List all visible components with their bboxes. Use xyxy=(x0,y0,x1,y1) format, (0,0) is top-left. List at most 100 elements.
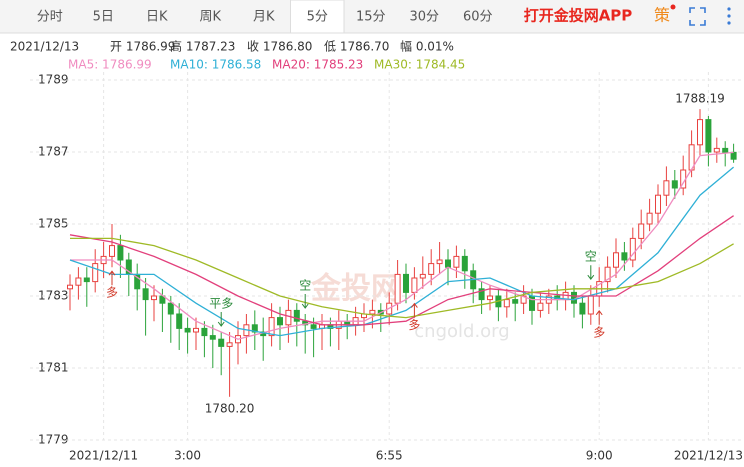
signal-arrow xyxy=(587,265,595,281)
candle-body xyxy=(277,317,283,326)
ma-line xyxy=(70,237,734,319)
tab[interactable]: 分时 xyxy=(37,10,63,25)
candle-body xyxy=(655,194,661,214)
candle-body xyxy=(293,309,300,322)
candle-body xyxy=(705,119,712,153)
candle-body xyxy=(512,299,519,304)
candle-body xyxy=(151,295,157,301)
candle-body xyxy=(83,277,90,283)
signal-label: 空 xyxy=(299,279,311,293)
y-tick-label: 1787 xyxy=(38,145,69,159)
signal-label: 多 xyxy=(106,286,118,300)
candle-body xyxy=(638,223,645,239)
candle-body xyxy=(209,335,216,340)
y-tick-label: 1785 xyxy=(38,217,69,231)
candle-body xyxy=(629,237,636,261)
y-tick-label: 1789 xyxy=(38,73,69,87)
info-open: 开 1786.99 xyxy=(110,40,175,54)
candle-body xyxy=(646,212,653,225)
candle-body xyxy=(310,324,317,329)
tab[interactable]: 5分 xyxy=(307,10,328,25)
tab[interactable]: 周K xyxy=(199,10,221,25)
candle-body xyxy=(226,342,233,347)
candle-body xyxy=(713,147,720,153)
ma-line xyxy=(70,151,734,340)
candle-body xyxy=(117,245,124,261)
candle-body xyxy=(520,295,527,304)
candle-body xyxy=(75,277,82,286)
candle-body xyxy=(453,255,460,268)
menu-icon[interactable] xyxy=(727,7,731,25)
tab[interactable]: 月K xyxy=(253,10,275,25)
candle-body xyxy=(92,263,99,283)
signal-arrow xyxy=(301,294,309,309)
tab-bar xyxy=(0,0,744,33)
candle-body xyxy=(529,295,535,311)
legend-entry: MA20: 1785.23 xyxy=(272,58,363,72)
candle-body xyxy=(411,277,418,293)
candle-body xyxy=(461,255,468,272)
signal-arrow xyxy=(108,270,116,286)
info-range: 幅 0.01% xyxy=(400,39,454,54)
candle-body xyxy=(428,263,435,275)
legend-entry: MA5: 1786.99 xyxy=(68,58,152,72)
x-tick-label: 3:00 xyxy=(174,449,201,463)
signal-label: 多 xyxy=(408,318,420,332)
ma-line xyxy=(69,166,735,337)
candle-body xyxy=(142,288,149,301)
annotation: 1780.20 xyxy=(205,401,255,415)
candle-body xyxy=(109,245,115,257)
y-tick-label: 1781 xyxy=(38,361,69,375)
y-tick-label: 1783 xyxy=(38,289,69,303)
tab[interactable]: 30分 xyxy=(409,10,439,25)
x-tick-label: 6:55 xyxy=(376,449,403,463)
candle-body xyxy=(579,302,586,315)
candle-body xyxy=(176,313,183,329)
candle-body xyxy=(167,302,174,315)
tab[interactable]: 15分 xyxy=(356,10,386,25)
signal-arrow xyxy=(217,312,225,327)
ma-line xyxy=(69,215,734,326)
tab[interactable]: 60分 xyxy=(463,10,493,25)
info-high: 高 1787.23 xyxy=(170,39,235,54)
signal-arrow xyxy=(595,309,603,325)
candle-body xyxy=(285,309,292,326)
candle-body xyxy=(604,266,611,283)
candle-body xyxy=(478,288,485,301)
candle-body xyxy=(587,295,594,315)
candle-body xyxy=(445,259,451,268)
candle-body xyxy=(251,324,258,333)
candle-body xyxy=(184,327,191,333)
candle-body xyxy=(436,259,443,265)
strategy-icon[interactable]: 策 xyxy=(654,6,670,25)
x-tick-label: 2021/12/13 xyxy=(674,449,743,463)
candle-body xyxy=(67,284,73,290)
y-tick-label: 1779 xyxy=(38,433,69,447)
info-date: 2021/12/13 xyxy=(10,40,79,54)
tab-active xyxy=(290,0,345,34)
tab[interactable]: 日K xyxy=(146,10,168,25)
signal-label: 平多 xyxy=(209,297,233,311)
candle-body xyxy=(722,147,729,153)
candle-body xyxy=(663,180,670,196)
fullscreen-icon[interactable] xyxy=(689,7,706,26)
candle-body xyxy=(503,299,510,308)
candle-body xyxy=(369,309,376,315)
candle-body xyxy=(537,302,544,311)
candle-body xyxy=(403,273,409,293)
watermark-url: cngold.org xyxy=(414,321,509,342)
signal-arrow xyxy=(411,302,418,318)
candle-body xyxy=(730,151,737,160)
annotation: 1788.19 xyxy=(675,92,725,106)
x-tick-label: 2021/12/11 xyxy=(69,449,138,463)
candle-body xyxy=(419,273,426,279)
badge-dot xyxy=(670,4,676,10)
app-link[interactable]: 打开金投网APP xyxy=(524,7,633,25)
candle-body xyxy=(201,327,208,337)
tab[interactable]: 5日 xyxy=(93,10,114,25)
candle-body xyxy=(613,252,619,268)
legend-entry: MA10: 1786.58 xyxy=(170,58,261,72)
candle-body xyxy=(487,295,493,301)
info-low: 低 1786.70 xyxy=(324,40,389,54)
